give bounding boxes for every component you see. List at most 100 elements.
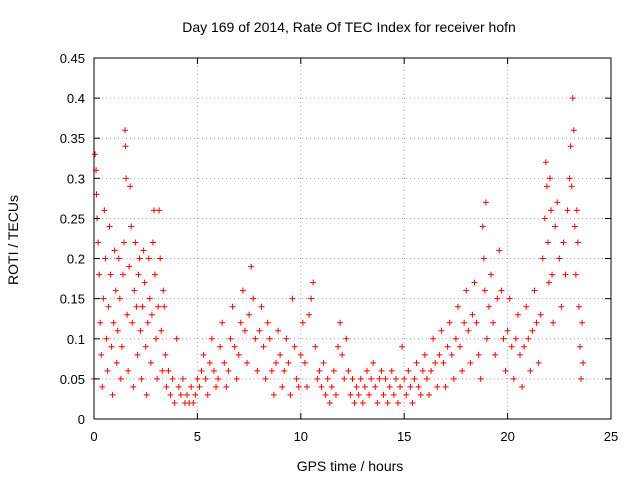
data-point: [421, 351, 428, 358]
data-point: [223, 383, 230, 390]
data-point: [481, 287, 488, 294]
data-point: [514, 311, 521, 318]
data-point: [113, 359, 120, 366]
data-point: [359, 399, 366, 406]
data-point: [368, 375, 375, 382]
data-point: [463, 287, 470, 294]
data-point: [426, 391, 433, 398]
data-point: [167, 391, 174, 398]
data-point: [502, 367, 509, 374]
data-point: [135, 271, 142, 278]
data-point: [326, 399, 333, 406]
data-point: [293, 375, 300, 382]
data-point: [210, 367, 217, 374]
data-point: [409, 399, 416, 406]
data-point: [500, 335, 507, 342]
data-point: [208, 335, 215, 342]
data-point: [558, 303, 565, 310]
data-point: [291, 343, 298, 350]
data-point: [244, 359, 251, 366]
data-point: [465, 327, 472, 334]
data-point: [459, 367, 466, 374]
data-point: [149, 239, 156, 246]
data-point: [537, 311, 544, 318]
data-point: [266, 335, 273, 342]
data-point: [101, 207, 108, 214]
data-point: [270, 391, 277, 398]
data-point: [380, 391, 387, 398]
data-point: [206, 359, 213, 366]
data-point: [301, 359, 308, 366]
data-point: [573, 207, 580, 214]
data-point: [123, 175, 130, 182]
data-point: [141, 279, 148, 286]
data-point: [527, 367, 534, 374]
data-point: [479, 223, 486, 230]
data-point: [152, 271, 159, 278]
y-axis-title: ROTI / TECUs: [5, 195, 21, 285]
data-point: [134, 351, 141, 358]
data-point: [498, 287, 505, 294]
data-point: [157, 255, 164, 262]
data-point: [124, 311, 131, 318]
data-point: [337, 319, 344, 326]
data-point: [390, 391, 397, 398]
data-point: [413, 359, 420, 366]
data-point: [471, 279, 478, 286]
data-point: [483, 335, 490, 342]
data-point: [159, 367, 166, 374]
data-point: [98, 351, 105, 358]
data-point: [541, 215, 548, 222]
data-point: [310, 279, 317, 286]
data-point: [386, 383, 393, 390]
data-point: [372, 383, 379, 390]
data-point: [264, 319, 271, 326]
data-point: [324, 375, 331, 382]
data-point: [256, 327, 263, 334]
data-point: [467, 359, 474, 366]
data-point: [508, 343, 515, 350]
data-point: [217, 343, 224, 350]
data-point: [506, 295, 513, 302]
data-point: [126, 263, 133, 270]
data-point: [120, 239, 127, 246]
data-point: [388, 367, 395, 374]
data-point: [399, 343, 406, 350]
data-point: [473, 319, 480, 326]
data-point: [122, 143, 129, 150]
data-point: [419, 367, 426, 374]
data-point: [142, 343, 149, 350]
data-point: [188, 383, 195, 390]
data-point: [148, 311, 155, 318]
data-point: [448, 351, 455, 358]
data-point: [227, 335, 234, 342]
data-points: [91, 95, 587, 406]
data-point: [545, 279, 552, 286]
data-point: [579, 319, 586, 326]
y-tick-label: 0.3: [67, 171, 85, 186]
data-point: [144, 319, 151, 326]
data-point: [417, 391, 424, 398]
data-point: [190, 399, 197, 406]
data-point: [258, 303, 265, 310]
data-point: [200, 351, 207, 358]
data-point: [119, 271, 126, 278]
data-point: [173, 335, 180, 342]
data-point: [277, 351, 284, 358]
data-point: [235, 351, 242, 358]
data-point: [139, 303, 146, 310]
data-point: [213, 383, 220, 390]
data-point: [569, 95, 576, 102]
data-point: [353, 383, 360, 390]
data-point: [130, 383, 137, 390]
data-point: [341, 375, 348, 382]
data-point: [347, 391, 354, 398]
data-point: [161, 303, 168, 310]
data-point: [492, 351, 499, 358]
data-point: [129, 319, 136, 326]
data-point: [378, 367, 385, 374]
data-point: [496, 247, 503, 254]
data-point: [512, 335, 519, 342]
data-point: [562, 271, 569, 278]
